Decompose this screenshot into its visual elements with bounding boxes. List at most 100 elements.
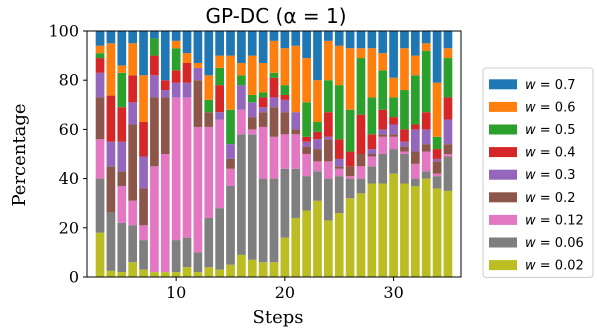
bar-segment	[128, 262, 138, 277]
bar-segment	[95, 58, 105, 73]
bar-segment	[247, 117, 257, 130]
bar-segment	[215, 269, 224, 277]
bar-segment	[356, 178, 366, 194]
bar-segment	[280, 94, 290, 100]
bar-segment	[313, 161, 322, 172]
bar-segment	[160, 90, 170, 98]
bar-segment	[280, 237, 290, 277]
legend-label: w = 0.6	[525, 100, 575, 115]
bar-segment	[421, 112, 431, 130]
bar-segment	[258, 92, 268, 98]
bar-segment	[400, 183, 409, 277]
bar-segment	[334, 31, 344, 46]
bar-segment	[410, 178, 420, 186]
bar-segment	[117, 272, 127, 277]
bar-segment	[237, 75, 246, 86]
bar-segment	[193, 67, 203, 81]
bar-segment	[204, 99, 214, 113]
bar-segment	[432, 173, 442, 177]
bar-segment	[128, 200, 138, 226]
bar-segment	[334, 166, 344, 169]
bar-segment	[324, 31, 333, 41]
bar-segment	[247, 102, 257, 118]
bar-segment	[139, 240, 148, 270]
bar-segment	[95, 139, 105, 179]
bar-segment	[302, 154, 311, 177]
bar-segment	[258, 178, 268, 263]
x-axis-ticks: 10 20 30	[166, 277, 404, 302]
bar-segment	[258, 112, 268, 127]
bar-segment	[432, 149, 442, 159]
bar-segment	[117, 107, 127, 142]
bar-segment	[182, 62, 192, 83]
y-tick-label: 20	[59, 218, 79, 237]
bar-segment	[117, 185, 127, 223]
bar-segment	[182, 53, 192, 63]
bar-segment	[269, 40, 279, 73]
bar-segment	[150, 75, 159, 98]
bar-segment	[226, 158, 235, 169]
bar-segment	[313, 139, 322, 150]
bar-segment	[410, 163, 420, 179]
legend-swatch	[489, 147, 517, 158]
plot-frame	[86, 30, 462, 278]
bar-segment	[215, 55, 224, 68]
bar-segment	[378, 53, 388, 71]
bar-segment	[324, 178, 333, 221]
bars-layer	[95, 31, 453, 277]
bar-segment	[443, 97, 453, 120]
legend-label: w = 0.5	[525, 123, 575, 138]
bar-segment	[432, 158, 442, 162]
bar-segment	[237, 62, 246, 76]
bar-segment	[237, 109, 246, 135]
y-tick-label: 100	[48, 22, 79, 41]
bar-segment	[302, 31, 311, 59]
bar-segment	[139, 188, 148, 226]
bar-segment	[204, 217, 214, 268]
bar-segment	[171, 31, 181, 41]
legend-box	[482, 67, 594, 278]
bar-segment	[215, 85, 224, 113]
bar-segment	[389, 136, 398, 150]
bar-segment	[139, 269, 148, 277]
bar-segment	[291, 134, 301, 169]
bar-segment	[400, 154, 409, 184]
bar-segment	[258, 262, 268, 277]
bar-segment	[139, 225, 148, 241]
bar-segment	[400, 90, 409, 130]
legend-swatch	[489, 124, 517, 135]
bar-segment	[421, 31, 431, 44]
bar-segment	[160, 154, 170, 273]
bar-segment	[313, 131, 322, 140]
bar-segment	[389, 134, 398, 137]
bar-segment	[421, 129, 431, 145]
bar-segment	[334, 85, 344, 140]
bar-segment	[302, 141, 311, 147]
bar-segment	[400, 48, 409, 91]
bar-segment	[400, 146, 409, 152]
bar-segment	[182, 31, 192, 54]
bar-segment	[128, 43, 138, 76]
bar-segment	[171, 70, 181, 83]
bar-segment	[247, 259, 257, 277]
bar-segment	[226, 144, 235, 159]
bar-segment	[324, 40, 333, 81]
legend: w = 0.7 w = 0.6 w = 0.5 w = 0.4 w = 0.3 w = 0…	[482, 67, 594, 278]
bar-segment	[226, 185, 235, 265]
bar-segment	[128, 124, 138, 201]
bar-segment	[117, 65, 127, 73]
bar-segment	[280, 112, 290, 135]
x-axis-label: Steps	[253, 307, 304, 328]
bar-segment	[432, 136, 442, 150]
bar-segment	[291, 168, 301, 218]
bar-segment	[345, 176, 355, 179]
bar-segment	[204, 112, 214, 127]
bar-segment	[150, 97, 159, 167]
bar-segment	[117, 72, 127, 108]
bar-segment	[280, 134, 290, 169]
y-tick-label: 40	[59, 169, 79, 188]
y-tick-label: 60	[59, 120, 79, 139]
bar-segment	[302, 210, 311, 277]
bar-segment	[95, 31, 105, 46]
bar-segment	[280, 48, 290, 86]
